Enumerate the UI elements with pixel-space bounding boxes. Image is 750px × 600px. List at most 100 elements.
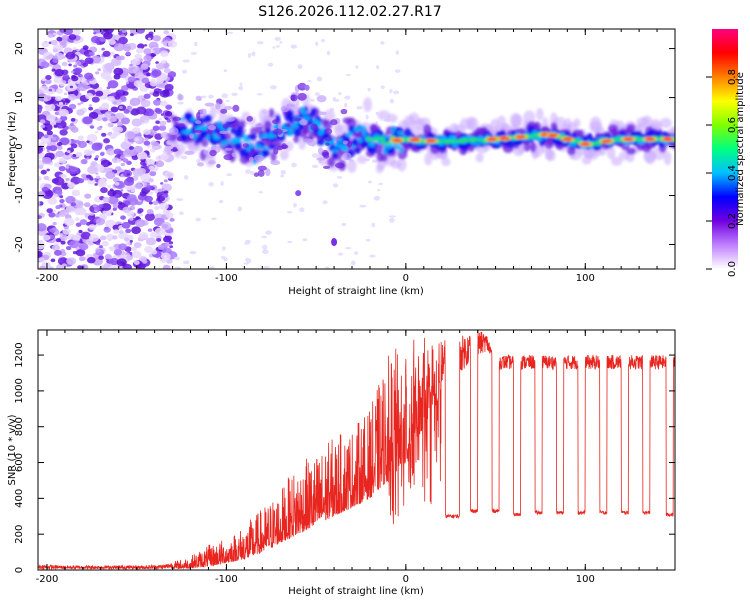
track-outer (327, 157, 336, 168)
noise-blob (101, 47, 105, 51)
track-scatter (172, 146, 178, 152)
track-scatter (297, 82, 307, 91)
noise-blob (129, 33, 134, 37)
noise-blob (123, 43, 129, 48)
track-scatter (223, 154, 234, 161)
track-scatter (316, 95, 327, 103)
track-body (243, 151, 250, 158)
noise-blob (51, 244, 60, 251)
noise-blob (119, 106, 123, 109)
track-halo (336, 124, 350, 134)
noise-blob (40, 169, 47, 175)
snr-panel: -200 -100 0 100 0 200 400 600 800 1000 1200 Heigh… (7, 329, 676, 597)
faint-speckle (325, 266, 330, 269)
track-peak (547, 133, 558, 137)
noise-blob (55, 238, 62, 243)
track-scatter (273, 147, 279, 155)
noise-blob (107, 95, 115, 102)
noise-blob (124, 130, 136, 139)
noise-blob (115, 112, 125, 120)
track-body (354, 147, 361, 155)
noise-blob (38, 165, 44, 170)
noise-blob (87, 165, 98, 175)
noise-blob (38, 250, 43, 258)
faint-speckle (202, 29, 207, 32)
noise-blob (141, 77, 150, 84)
noise-blob (66, 257, 77, 266)
faint-speckle (377, 189, 381, 192)
track-peak (515, 135, 526, 139)
track-halo (441, 157, 451, 167)
faint-speckle (231, 92, 238, 97)
track-cyan (242, 137, 251, 143)
noise-blob (134, 137, 140, 142)
track-body (351, 137, 358, 147)
noise-blob (166, 119, 171, 123)
noise-blob (89, 51, 95, 57)
noise-blob (87, 214, 96, 221)
faint-speckle (180, 155, 188, 160)
noise-blob (105, 171, 116, 180)
noise-blob (94, 183, 98, 186)
track-halo (346, 159, 357, 173)
noise-blob (113, 148, 122, 155)
noise-blob (66, 150, 71, 153)
faint-speckle (371, 159, 379, 164)
track-scatter (261, 138, 269, 142)
track-green (386, 141, 392, 145)
faint-speckle (344, 247, 352, 250)
track-scatter (297, 92, 307, 101)
noise-blob (104, 62, 115, 71)
faint-speckle (221, 93, 229, 99)
figure-title: S126.2026.112.02.27.R17 (258, 4, 441, 20)
track-scatter (299, 119, 308, 126)
noise-blob (38, 241, 46, 250)
noise-blob (126, 254, 134, 261)
noise-blob (98, 178, 106, 184)
noise-blob (115, 167, 119, 171)
track-cyan (394, 144, 402, 150)
noise-blob (129, 146, 135, 151)
noise-blob (151, 69, 162, 77)
track-peak (486, 137, 497, 141)
track-scatter (203, 150, 209, 155)
track-cyan (212, 132, 217, 138)
track-halo (468, 117, 479, 132)
track-scatter (204, 102, 215, 107)
noise-blob (65, 177, 70, 182)
track-halo (517, 142, 526, 154)
noise-blob (77, 177, 85, 184)
track-body (262, 149, 271, 157)
noise-blob (164, 171, 175, 179)
faint-speckle (307, 80, 312, 83)
colorbar: 0.0 0.2 0.4 0.6 0.8 Normalized spectral ampl… (706, 29, 746, 277)
noise-blob (61, 69, 69, 75)
snr-y-label: SNR (10 * v/v) (7, 414, 18, 485)
noise-blob (51, 68, 56, 72)
noise-blob (95, 172, 99, 175)
noise-blob (123, 109, 130, 114)
noise-blob (95, 155, 100, 159)
noise-blob (167, 40, 178, 48)
y-tick-label: 400 (14, 489, 25, 508)
noise-blob (77, 102, 81, 106)
noise-blob (163, 30, 170, 35)
track-scatter (184, 150, 195, 155)
track-peak (425, 139, 436, 143)
noise-blob (77, 135, 84, 141)
noise-blob (144, 108, 155, 117)
track-scatter (253, 172, 259, 177)
faint-speckle (389, 88, 393, 94)
faint-speckle (345, 74, 352, 77)
track-scatter (242, 143, 249, 148)
noise-blob (71, 75, 79, 82)
track-scatter (207, 124, 216, 131)
noise-blob (65, 246, 72, 251)
noise-blob (168, 241, 174, 245)
noise-blob (50, 39, 58, 46)
faint-speckle (243, 262, 249, 265)
noise-blob (70, 70, 75, 74)
track-cyan (474, 141, 482, 146)
track-peak (409, 138, 420, 142)
noise-blob (59, 129, 68, 136)
